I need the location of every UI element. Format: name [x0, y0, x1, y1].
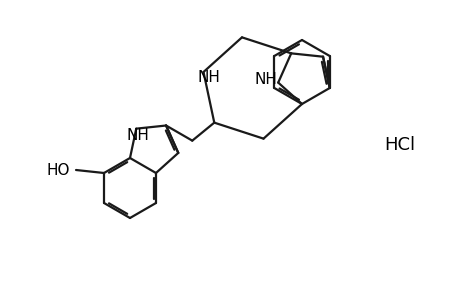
Text: NH: NH	[127, 128, 149, 143]
Text: HO: HO	[46, 163, 70, 178]
Text: HCl: HCl	[384, 136, 414, 154]
Text: NH: NH	[196, 70, 219, 85]
Text: NH: NH	[254, 72, 277, 87]
